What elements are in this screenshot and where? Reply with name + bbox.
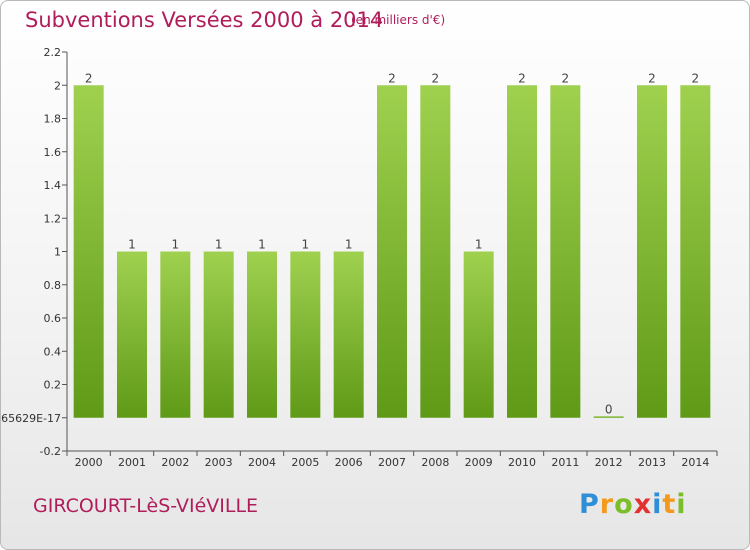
logo-letter: i — [676, 489, 687, 520]
bar-2014 — [680, 85, 711, 418]
x-tick-label-2009: 2009 — [465, 456, 493, 469]
bar-2012 — [593, 416, 624, 418]
y-tick-label: 1.2 — [44, 212, 62, 225]
data-label-2002: 1 — [172, 238, 180, 252]
bars: 2 1 1 1 1 1 1 2 2 1 2 2 0 2 2 — [73, 71, 711, 418]
data-label-2010: 2 — [518, 71, 526, 85]
x-tick-label-2000: 2000 — [75, 456, 103, 469]
data-label-2011: 2 — [562, 71, 570, 85]
x-tick-label-2002: 2002 — [161, 456, 189, 469]
bar-2007 — [377, 85, 407, 418]
y-tick-label: 2.2 — [44, 46, 62, 59]
data-label-2013: 2 — [648, 71, 656, 85]
data-label-2004: 1 — [258, 238, 266, 252]
commune-name: GIRCOURT-LèS-VIéVILLE — [33, 495, 259, 517]
chart-unit: (en milliers d'€) — [351, 13, 446, 27]
y-tick-label: 0.2 — [44, 379, 62, 392]
logo-letter: r — [599, 489, 615, 520]
y-tick-label: 2 — [54, 79, 61, 92]
x-tick-label-2014: 2014 — [681, 456, 709, 469]
bar-2005 — [290, 251, 321, 418]
bar-2003 — [203, 251, 234, 418]
logo-letter: t — [662, 489, 677, 520]
bar-2010 — [507, 85, 537, 418]
data-label-2006: 1 — [345, 238, 353, 252]
bar-2013 — [637, 85, 667, 418]
bar-2011 — [550, 85, 581, 418]
bar-2000 — [73, 85, 104, 418]
bar-2002 — [160, 251, 191, 418]
bar-2008 — [420, 85, 451, 418]
y-tick-label: 0.6 — [44, 312, 62, 325]
axes: -0.2 -1.5265629E-17 0.2 0.4 0.6 0.8 1 1.2 1.4 1.6… — [1, 46, 718, 469]
x-tick-label-2011: 2011 — [551, 456, 579, 469]
data-label-2001: 1 — [128, 238, 136, 252]
x-tick-label-2006: 2006 — [335, 456, 363, 469]
x-tick-label-2003: 2003 — [205, 456, 233, 469]
y-tick-label: -1.5265629E-17 — [1, 412, 61, 425]
logo-letter: o — [614, 489, 634, 520]
x-tick-label-2010: 2010 — [508, 456, 536, 469]
bar-2009 — [463, 251, 494, 418]
data-label-2005: 1 — [302, 238, 310, 252]
x-tick-label-2005: 2005 — [291, 456, 319, 469]
x-tick-label-2007: 2007 — [378, 456, 406, 469]
x-tick-label-2012: 2012 — [595, 456, 623, 469]
data-label-2000: 2 — [85, 71, 93, 85]
data-label-2007: 2 — [388, 71, 396, 85]
logo-letter: P — [579, 489, 600, 520]
data-label-2003: 1 — [215, 238, 223, 252]
y-tick-label: 0.8 — [44, 279, 62, 292]
y-tick-label: 1.4 — [44, 179, 62, 192]
data-label-2008: 2 — [432, 71, 440, 85]
x-tick-label-2008: 2008 — [421, 456, 449, 469]
chart-title: Subventions Versées 2000 à 2014 — [25, 8, 384, 32]
bar-2006 — [333, 251, 364, 418]
logo-letter: x — [633, 489, 653, 520]
x-tick-label-2004: 2004 — [248, 456, 276, 469]
proxiti-logo: Proxiti — [579, 489, 687, 520]
bar-2004 — [247, 251, 277, 418]
x-tick-label-2001: 2001 — [118, 456, 146, 469]
y-tick-label: 1 — [54, 246, 61, 259]
data-label-2009: 1 — [475, 238, 483, 252]
bar-2001 — [117, 251, 147, 418]
data-label-2012: 0 — [605, 402, 613, 416]
logo-letter: i — [652, 489, 663, 520]
x-tick-label-2013: 2013 — [638, 456, 666, 469]
y-tick-label: 1.6 — [44, 146, 62, 159]
data-label-2014: 2 — [692, 71, 700, 85]
y-tick-label: 1.8 — [44, 113, 62, 126]
y-tick-label: -0.2 — [40, 445, 61, 458]
y-tick-label: 0.4 — [44, 345, 62, 358]
